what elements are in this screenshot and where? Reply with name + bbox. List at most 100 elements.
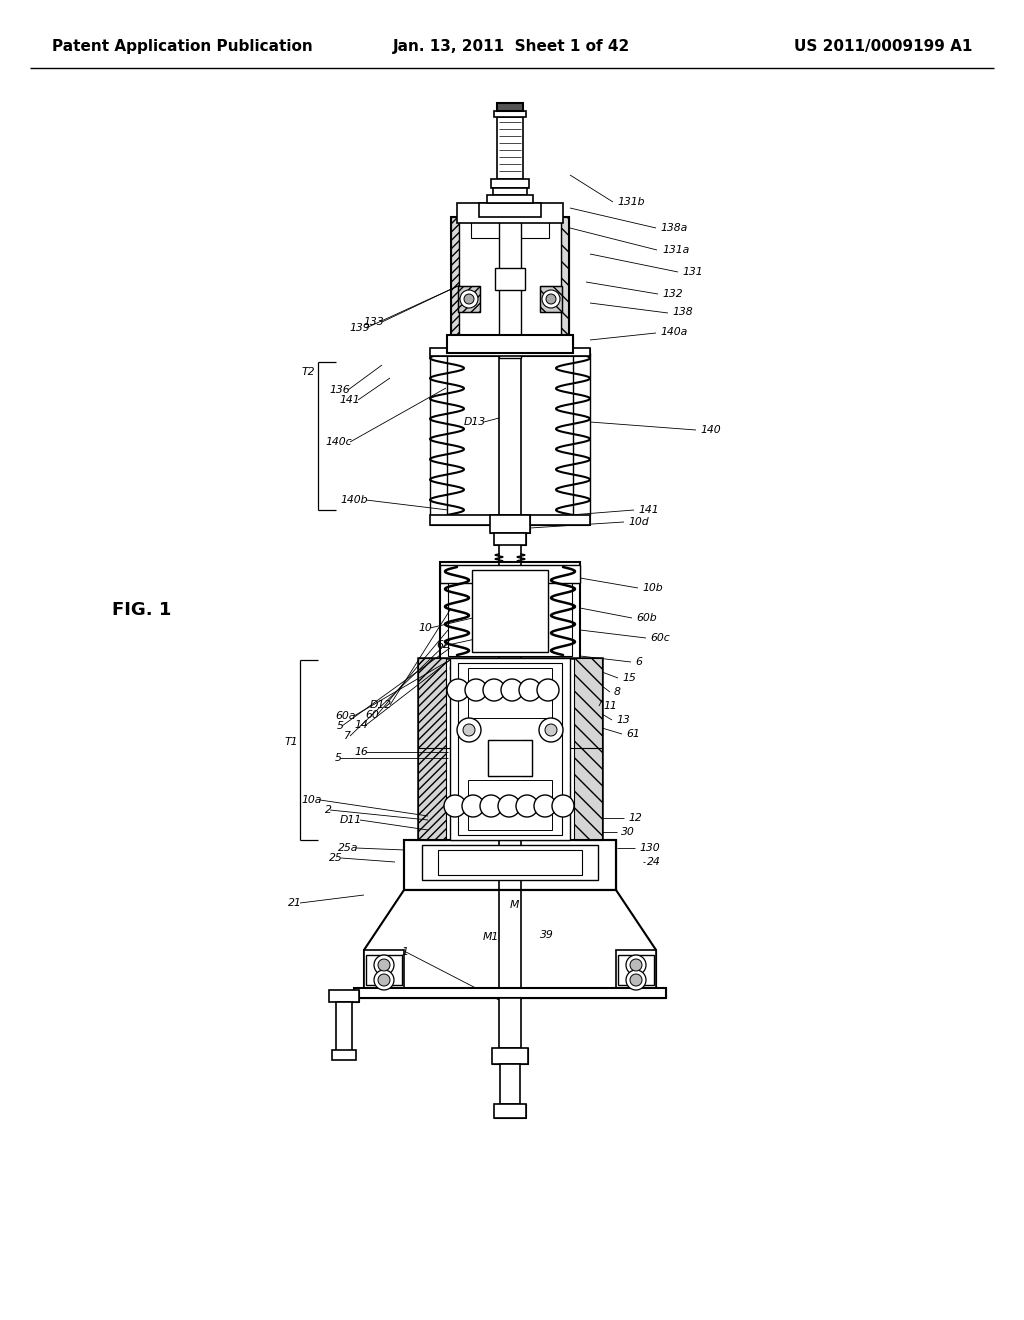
- Text: M: M: [510, 900, 519, 909]
- Polygon shape: [561, 216, 569, 341]
- Polygon shape: [364, 890, 656, 990]
- Text: 8: 8: [614, 686, 621, 697]
- Circle shape: [460, 290, 478, 308]
- Text: FIG. 1: FIG. 1: [112, 601, 171, 619]
- Bar: [497, 117, 523, 180]
- Text: M1: M1: [483, 932, 500, 942]
- Bar: [440, 565, 580, 583]
- Text: 60a: 60a: [336, 711, 356, 721]
- Circle shape: [465, 678, 487, 701]
- Polygon shape: [354, 987, 666, 998]
- Polygon shape: [572, 565, 580, 583]
- Bar: [430, 348, 590, 356]
- Text: 60: 60: [366, 710, 379, 719]
- Text: 11: 11: [603, 701, 616, 711]
- Polygon shape: [364, 950, 404, 990]
- Circle shape: [374, 970, 394, 990]
- Bar: [404, 840, 616, 890]
- Text: 62: 62: [436, 640, 450, 649]
- Polygon shape: [488, 741, 499, 776]
- Bar: [450, 657, 570, 840]
- Text: T2: T2: [301, 367, 315, 378]
- Bar: [488, 741, 532, 776]
- Circle shape: [546, 294, 556, 304]
- Text: 2: 2: [326, 805, 332, 814]
- Circle shape: [444, 795, 466, 817]
- Polygon shape: [440, 565, 449, 583]
- Text: 1: 1: [401, 946, 408, 957]
- Text: Patent Application Publication: Patent Application Publication: [52, 40, 312, 54]
- Text: 139: 139: [349, 323, 370, 333]
- Circle shape: [539, 718, 563, 742]
- Bar: [490, 180, 529, 187]
- Bar: [493, 187, 527, 195]
- Bar: [366, 954, 402, 985]
- Circle shape: [534, 795, 556, 817]
- Bar: [329, 990, 359, 1002]
- Circle shape: [542, 290, 560, 308]
- Bar: [495, 268, 525, 290]
- Bar: [422, 845, 598, 880]
- Polygon shape: [430, 515, 590, 525]
- Circle shape: [378, 960, 390, 972]
- Polygon shape: [492, 1048, 528, 1064]
- Circle shape: [447, 678, 469, 701]
- Bar: [332, 1049, 356, 1060]
- Bar: [458, 663, 562, 836]
- Bar: [354, 987, 666, 998]
- Text: 131a: 131a: [662, 246, 689, 255]
- Text: 10b: 10b: [642, 583, 663, 593]
- Text: 7: 7: [344, 731, 351, 741]
- Bar: [438, 850, 582, 875]
- Bar: [447, 335, 573, 352]
- Circle shape: [464, 294, 474, 304]
- Bar: [468, 668, 552, 718]
- Bar: [494, 1104, 526, 1118]
- Text: 141: 141: [638, 506, 658, 515]
- Text: 60b: 60b: [636, 612, 656, 623]
- Bar: [497, 103, 523, 111]
- Bar: [430, 515, 590, 525]
- Text: 9: 9: [487, 763, 494, 774]
- Text: 131b: 131b: [617, 197, 644, 207]
- Text: 133: 133: [364, 317, 384, 327]
- Polygon shape: [458, 286, 480, 312]
- Bar: [440, 562, 580, 660]
- Text: D13: D13: [464, 417, 486, 426]
- Text: 10c: 10c: [459, 257, 478, 267]
- Polygon shape: [418, 657, 446, 840]
- Text: 132: 132: [662, 289, 683, 300]
- Circle shape: [626, 954, 646, 975]
- Text: 12: 12: [628, 813, 642, 822]
- Text: 61: 61: [626, 729, 640, 739]
- Polygon shape: [494, 1104, 526, 1118]
- Text: 30: 30: [621, 828, 635, 837]
- Bar: [492, 1048, 528, 1064]
- Bar: [500, 1064, 520, 1104]
- Polygon shape: [339, 990, 359, 1002]
- Text: 25: 25: [330, 853, 343, 863]
- Polygon shape: [521, 741, 532, 776]
- Text: 14: 14: [354, 719, 368, 730]
- Text: T1: T1: [285, 737, 298, 747]
- Circle shape: [457, 718, 481, 742]
- Circle shape: [537, 678, 559, 701]
- Text: 5: 5: [337, 721, 344, 731]
- Polygon shape: [404, 840, 616, 890]
- Bar: [472, 570, 548, 652]
- Circle shape: [552, 795, 574, 817]
- Text: 16: 16: [354, 747, 368, 756]
- Circle shape: [498, 795, 520, 817]
- Text: 138a: 138a: [660, 223, 687, 234]
- Text: 10a: 10a: [302, 795, 322, 805]
- Bar: [540, 286, 562, 312]
- Text: 10d: 10d: [628, 517, 648, 527]
- Bar: [449, 566, 572, 656]
- Circle shape: [463, 723, 475, 737]
- Circle shape: [630, 974, 642, 986]
- Circle shape: [626, 970, 646, 990]
- Bar: [499, 998, 521, 1048]
- Circle shape: [462, 795, 484, 817]
- Bar: [336, 1002, 352, 1052]
- Circle shape: [378, 974, 390, 986]
